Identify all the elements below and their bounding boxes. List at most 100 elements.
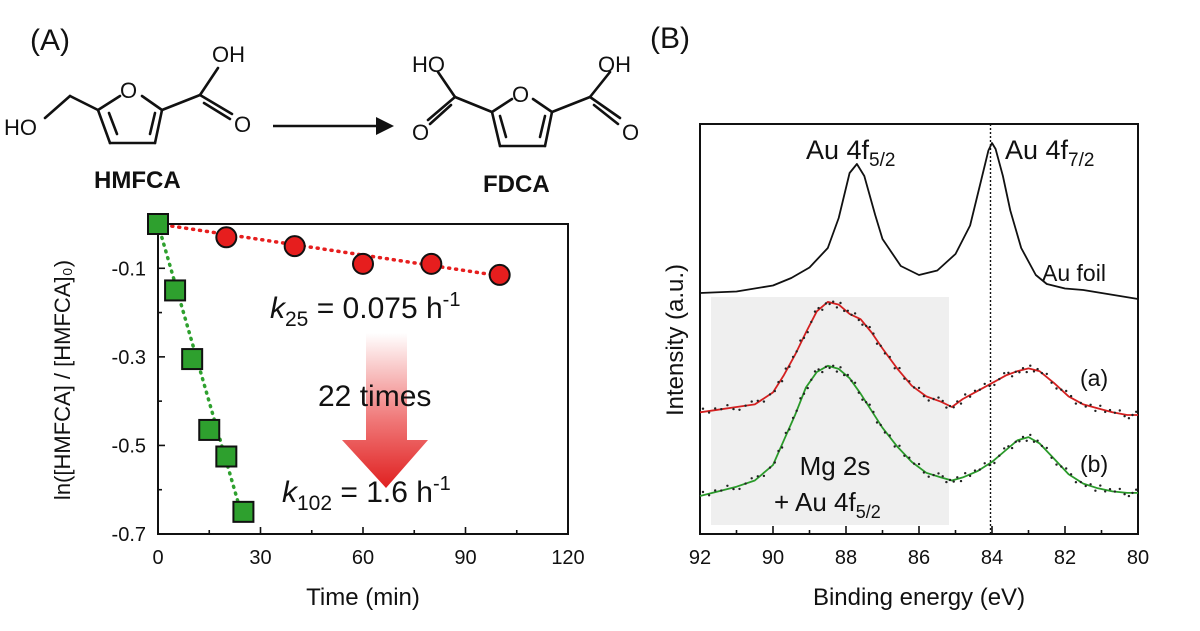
- raw-data-dot: [762, 400, 766, 403]
- data-point-circle: [352, 252, 374, 275]
- raw-data-dot: [1007, 371, 1010, 374]
- fit-line: [156, 222, 246, 523]
- raw-data-dot: [810, 378, 813, 381]
- data-point-square: [147, 213, 169, 235]
- raw-data-dot: [806, 331, 809, 334]
- hmfca-carbonyl-o: O: [234, 112, 251, 137]
- raw-data-dot: [791, 355, 795, 359]
- x-tick-label: 84: [981, 547, 1003, 569]
- raw-data-dot: [726, 404, 729, 407]
- raw-data-dot: [832, 364, 835, 367]
- raw-data-dot: [853, 381, 857, 384]
- raw-data-dot: [824, 302, 828, 305]
- x-tick-label: 88: [835, 547, 857, 569]
- y-tick-label: -0.3: [112, 347, 146, 369]
- raw-data-dot: [1108, 488, 1112, 491]
- x-tick-label: 92: [689, 547, 711, 569]
- raw-data-dot: [903, 377, 906, 380]
- fdca-ring-o: O: [512, 82, 529, 107]
- xps-y-axis-label: Intensity (a.u.): [662, 264, 689, 416]
- raw-data-dot: [813, 370, 817, 373]
- raw-data-dot: [1014, 440, 1017, 443]
- raw-data-dot: [872, 410, 875, 414]
- raw-data-dot: [768, 466, 772, 469]
- raw-data-dot: [948, 478, 952, 482]
- data-point-square: [198, 418, 221, 441]
- raw-data-dot: [868, 403, 871, 406]
- hmfca-oh-label: OH: [212, 42, 245, 67]
- raw-data-dot: [912, 462, 916, 465]
- raw-data-dot: [898, 366, 901, 370]
- raw-data-dot: [927, 399, 930, 402]
- raw-data-dot: [839, 301, 842, 305]
- k25-annotation: k25 = 0.075 h-1: [270, 289, 460, 331]
- raw-data-dot: [773, 389, 776, 393]
- raw-data-dot: [1045, 372, 1049, 376]
- raw-data-dot: [1104, 490, 1107, 493]
- raw-data-dot: [983, 382, 986, 386]
- hmfca-structure: O HO OH O HMFCA: [4, 42, 251, 194]
- raw-data-dot: [817, 368, 820, 371]
- raw-data-dot: [756, 399, 759, 402]
- raw-data-dot: [846, 373, 849, 377]
- raw-data-dot: [993, 461, 996, 465]
- panel-b-label: (B): [650, 22, 690, 55]
- raw-data-dot: [791, 416, 795, 420]
- raw-data-dot: [777, 380, 780, 384]
- raw-data-dot: [988, 384, 991, 388]
- raw-data-dot: [1069, 394, 1073, 398]
- raw-data-dot: [879, 423, 882, 427]
- raw-data-dot: [879, 344, 882, 347]
- data-point-square: [164, 279, 187, 302]
- raw-data-dot: [1094, 489, 1097, 492]
- raw-data-dot: [864, 401, 868, 404]
- raw-data-dot: [773, 461, 776, 464]
- k25-value: = 0.075 h: [308, 292, 442, 325]
- xps-x-axis-label: Binding energy (eV): [813, 584, 1025, 611]
- raw-data-dot: [1032, 440, 1036, 443]
- k25-subscript: 25: [285, 308, 308, 331]
- raw-data-dot: [988, 463, 991, 467]
- raw-data-dot: [714, 407, 717, 410]
- raw-data-dot: [768, 393, 772, 396]
- raw-data-dot: [956, 476, 959, 479]
- raw-data-dot: [1131, 491, 1134, 495]
- raw-data-dot: [1113, 411, 1117, 414]
- raw-data-dot: [864, 324, 868, 328]
- raw-data-dot: [1040, 444, 1044, 448]
- raw-data-dot: [1029, 433, 1032, 437]
- raw-data-dot: [850, 313, 853, 316]
- raw-data-dot: [839, 366, 842, 369]
- ratio-label: 22 times: [318, 380, 431, 413]
- fdca-left-carbonyl-o: O: [412, 120, 429, 145]
- k102-exponent: -1: [433, 473, 451, 495]
- raw-data-dot: [1123, 493, 1126, 496]
- raw-data-dot: [941, 399, 944, 403]
- raw-data-dot: [817, 306, 820, 310]
- data-point-circle: [215, 226, 238, 249]
- raw-data-dot: [1065, 389, 1068, 393]
- raw-data-dot: [738, 487, 741, 491]
- fdca-left-oh-label: HO: [412, 52, 445, 77]
- raw-data-dot: [1021, 435, 1025, 439]
- x-tick-label: 60: [352, 547, 374, 569]
- raw-data-dot: [1060, 388, 1063, 391]
- raw-data-dot: [998, 454, 1001, 457]
- raw-data-dot: [788, 365, 791, 368]
- shaded-label-line2: + Au 4f5/2: [774, 487, 881, 522]
- raw-data-dot: [1084, 484, 1087, 488]
- raw-data-dot: [1010, 375, 1014, 378]
- x-tick-label: 120: [551, 547, 584, 569]
- raw-data-dot: [956, 400, 959, 403]
- hmfca-ho-label: HO: [4, 115, 37, 140]
- raw-data-dot: [898, 444, 901, 447]
- raw-data-dot: [1065, 467, 1068, 470]
- raw-data-dot: [1099, 484, 1102, 487]
- x-tick-label: 80: [1127, 547, 1149, 569]
- series-label-b: (b): [1080, 451, 1108, 477]
- raw-data-dot: [937, 396, 940, 399]
- raw-data-dot: [1050, 381, 1053, 384]
- raw-data-dot: [795, 350, 798, 353]
- raw-data-dot: [1010, 446, 1014, 450]
- raw-data-dot: [998, 377, 1001, 381]
